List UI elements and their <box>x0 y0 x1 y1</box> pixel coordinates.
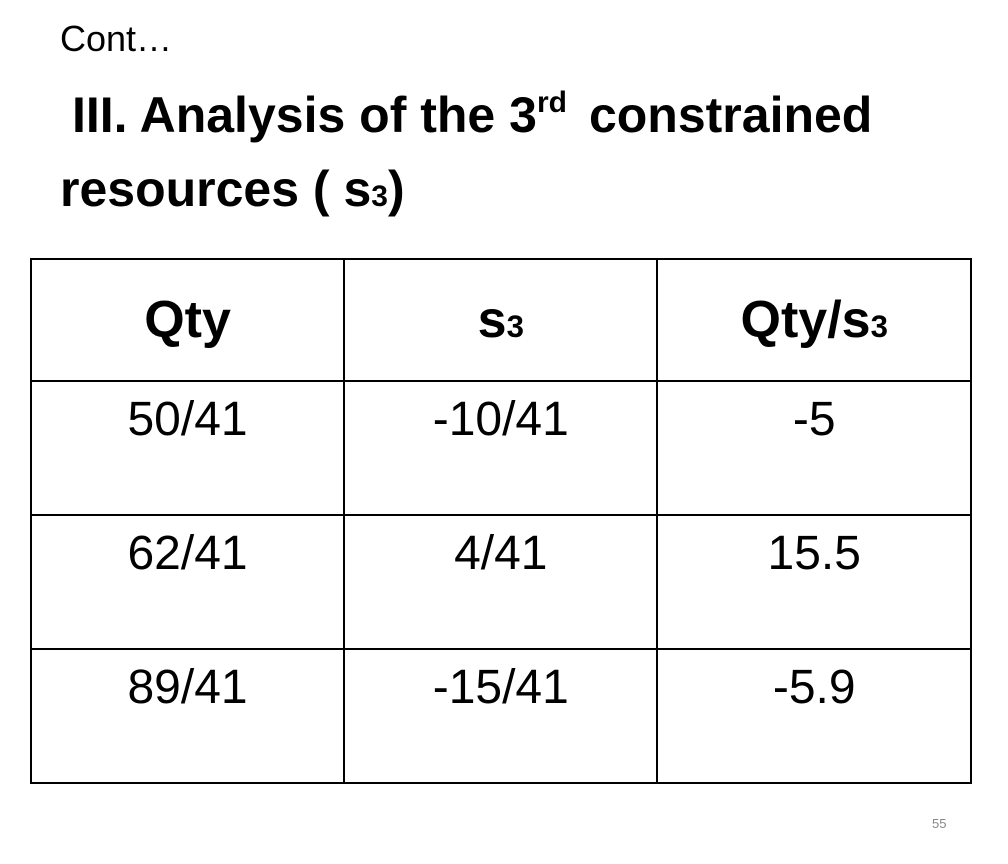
subscript: 3 <box>371 180 388 213</box>
table-row: 62/41 4/41 15.5 <box>29 514 972 650</box>
title-line: III. Analysis of the 3rd constrained <box>60 78 872 152</box>
table-cell: 62/41 <box>29 514 346 650</box>
table-cell: -5 <box>656 380 972 516</box>
table-cell: -10/41 <box>343 380 659 516</box>
table-cell: 50/41 <box>29 380 346 516</box>
page-number: 55 <box>932 816 947 831</box>
title-text: ) <box>387 161 405 217</box>
pretitle: Cont… <box>60 18 173 59</box>
table-cell: 4/41 <box>343 514 659 650</box>
table-row: 50/41 -10/41 -5 <box>29 380 972 516</box>
table-cell: 89/41 <box>29 648 346 784</box>
subscript: 3 <box>870 309 888 344</box>
title: III. Analysis of the 3rd constrained reso… <box>60 78 872 226</box>
table: Qty s3 Qty/s3 50/41 -10/41 -5 62/41 4/41 15.5 89… <box>29 258 972 784</box>
header-cell: s3 <box>343 258 659 382</box>
title-text: III. Analysis of the 3 <box>72 87 537 143</box>
table-cell: 15.5 <box>656 514 972 650</box>
table-cell: -15/41 <box>343 648 659 784</box>
superscript: rd <box>536 86 567 119</box>
header-cell: Qty/s3 <box>656 258 972 382</box>
title-line: resources ( s3) <box>60 152 872 226</box>
header-row: Qty s3 Qty/s3 <box>29 258 972 382</box>
title-text: resources ( s <box>60 161 372 217</box>
subscript: 3 <box>506 309 524 344</box>
header-text: Qty <box>144 291 231 349</box>
table-cell: -5.9 <box>656 648 972 784</box>
header-text: s <box>477 291 507 349</box>
header-text: Qty/s <box>740 291 871 349</box>
title-text: constrained <box>588 87 873 143</box>
table-row: 89/41 -15/41 -5.9 <box>29 648 972 784</box>
table-body: 50/41 -10/41 -5 62/41 4/41 15.5 89/41 -15/41 -5.… <box>29 380 972 784</box>
header-cell: Qty <box>29 258 346 382</box>
